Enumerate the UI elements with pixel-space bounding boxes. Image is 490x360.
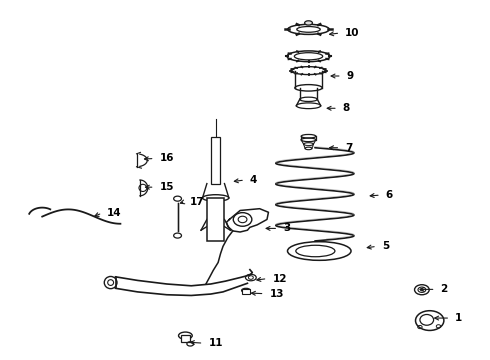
Text: 4: 4 — [250, 175, 257, 185]
Bar — [180, 335, 190, 342]
Text: 10: 10 — [345, 28, 360, 38]
Ellipse shape — [305, 21, 313, 25]
Text: 15: 15 — [159, 182, 174, 192]
Bar — [242, 289, 250, 294]
Text: 13: 13 — [270, 289, 284, 299]
Text: 11: 11 — [208, 338, 223, 348]
Text: 6: 6 — [386, 190, 393, 200]
Text: 8: 8 — [343, 103, 350, 113]
Text: 2: 2 — [441, 284, 448, 294]
Text: 7: 7 — [345, 143, 352, 153]
Text: 3: 3 — [283, 224, 291, 233]
Text: 17: 17 — [190, 197, 205, 207]
Text: 1: 1 — [455, 313, 463, 323]
Text: 16: 16 — [159, 153, 174, 163]
Text: 5: 5 — [382, 241, 389, 251]
Text: 12: 12 — [272, 274, 287, 284]
Text: 9: 9 — [346, 71, 354, 81]
Bar — [211, 137, 220, 184]
Bar — [207, 198, 224, 241]
Text: 14: 14 — [107, 208, 122, 218]
